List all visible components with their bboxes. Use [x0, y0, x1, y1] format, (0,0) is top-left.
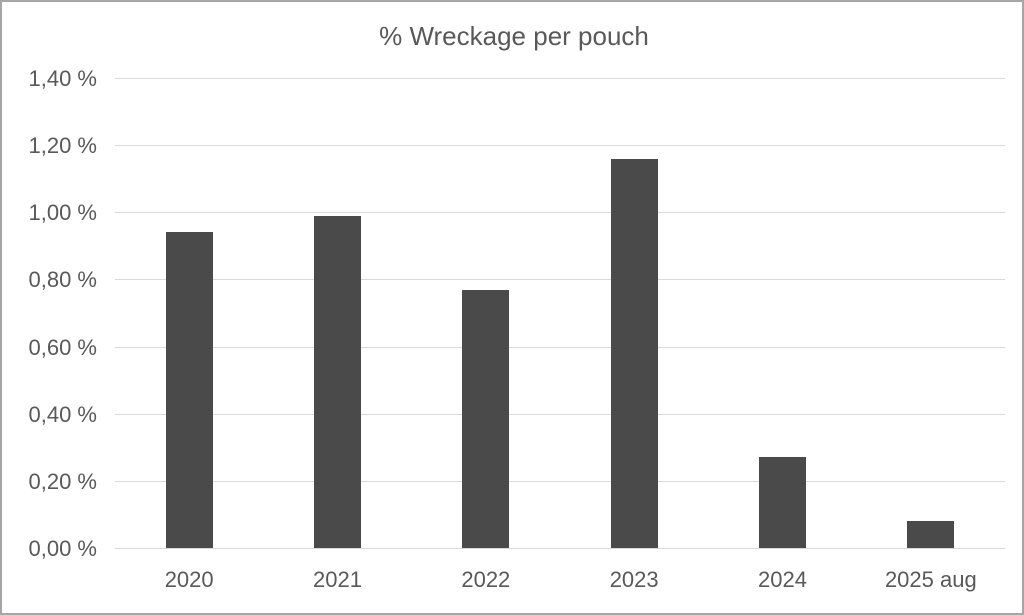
y-axis-tick-label: 0,60 % — [28, 334, 98, 360]
y-axis-tick-label: 0,40 % — [28, 401, 98, 427]
gridline — [115, 212, 1005, 214]
gridline — [115, 145, 1005, 147]
gridline — [115, 480, 1005, 482]
y-axis-tick-label: 1,40 % — [28, 66, 98, 91]
y-axis-tick-label: 0,00 % — [28, 536, 98, 561]
x-axis-tick-label: 2023 — [609, 567, 659, 592]
x-axis-tick-label: 2024 — [758, 567, 807, 592]
bar-2021 — [314, 215, 361, 548]
bar-2023 — [610, 158, 658, 548]
y-axis-tick-label: 1,20 % — [28, 133, 98, 159]
y-axis-tick-label: 0,80 % — [28, 267, 98, 293]
y-axis-tick-label: 1,00 % — [28, 200, 98, 226]
gridline — [115, 413, 1005, 415]
bar-2022 — [462, 289, 510, 548]
bar-2024 — [759, 457, 806, 548]
bar-2025-aug — [907, 521, 955, 548]
gridline — [115, 279, 1005, 281]
x-axis-tick-label: 2022 — [461, 567, 511, 592]
chart-title: % Wreckage per pouch — [379, 21, 649, 51]
x-axis-tick-label: 2021 — [313, 567, 362, 592]
y-axis-tick-label: 0,20 % — [28, 468, 98, 494]
bar-2020 — [165, 232, 213, 548]
x-axis-tick-label: 2020 — [164, 567, 214, 592]
gridline — [115, 78, 1005, 79]
gridline — [115, 346, 1005, 348]
gridline — [115, 548, 1005, 549]
x-axis-tick-label: 2025 aug — [884, 567, 977, 592]
